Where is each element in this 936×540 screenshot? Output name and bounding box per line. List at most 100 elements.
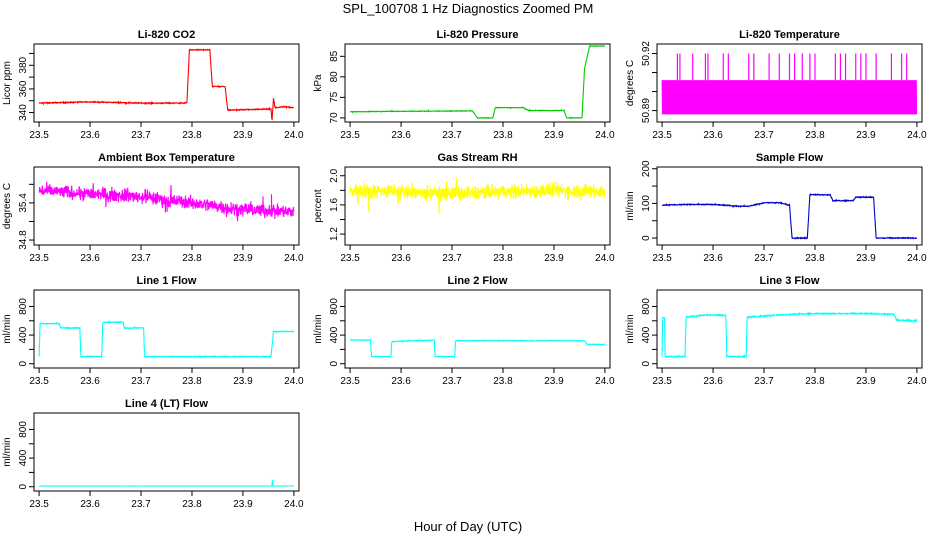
series-line bbox=[349, 177, 606, 214]
x-tick-label: 23.8 bbox=[182, 499, 202, 510]
x-tick-label: 23.6 bbox=[80, 253, 100, 264]
x-tick-label: 23.5 bbox=[340, 376, 360, 387]
y-axis-label: ml/min bbox=[625, 191, 636, 220]
panel-3: Ambient Box Temperature degrees C 23.5 23.6… bbox=[2, 152, 304, 264]
y-tick-label: 400 bbox=[329, 326, 340, 343]
x-tick-label: 23.8 bbox=[493, 253, 513, 264]
y-tick-label: 0 bbox=[641, 235, 652, 241]
x-tick-label: 23.6 bbox=[703, 253, 723, 264]
x-tick-label: 23.8 bbox=[493, 376, 513, 387]
x-tick-label: 24.0 bbox=[284, 130, 304, 141]
y-tick-label: 800 bbox=[18, 298, 29, 315]
y-tick-label: 1.2 bbox=[329, 227, 340, 241]
y-tick-label: 50.92 bbox=[641, 41, 652, 66]
x-tick-label: 23.9 bbox=[233, 130, 253, 141]
x-tick-label: 23.6 bbox=[391, 253, 411, 264]
y-axis-label: kPa bbox=[313, 74, 324, 92]
y-tick-label: 400 bbox=[18, 449, 29, 466]
x-tick-label: 23.7 bbox=[754, 130, 774, 141]
y-tick-label: 800 bbox=[641, 298, 652, 315]
panel-title: Sample Flow bbox=[756, 152, 824, 164]
plot-frame bbox=[344, 43, 611, 123]
x-tick-label: 24.0 bbox=[284, 499, 304, 510]
panel-title: Li-820 Pressure bbox=[437, 29, 519, 41]
panel-9: Line 4 (LT) Flow ml/min 23.5 23.6 23.7 23.8 23… bbox=[2, 398, 304, 510]
series-line bbox=[350, 44, 606, 120]
series-line bbox=[38, 181, 295, 222]
y-tick-label: 340 bbox=[18, 104, 29, 121]
x-tick-label: 23.6 bbox=[703, 130, 723, 141]
x-tick-label: 23.5 bbox=[29, 253, 49, 264]
series-line bbox=[38, 48, 294, 121]
x-tick-label: 23.6 bbox=[80, 499, 100, 510]
x-tick-label: 23.8 bbox=[182, 130, 202, 141]
x-tick-label: 23.6 bbox=[391, 376, 411, 387]
x-tick-label: 23.7 bbox=[131, 130, 151, 141]
y-tick-label: 200 bbox=[641, 160, 652, 177]
y-tick-label: 35.4 bbox=[18, 193, 29, 213]
y-tick-label: 70 bbox=[329, 112, 340, 124]
x-tick-label: 23.9 bbox=[544, 130, 564, 141]
x-tick-label: 24.0 bbox=[595, 253, 615, 264]
series-line bbox=[38, 479, 294, 488]
x-tick-label: 23.7 bbox=[131, 253, 151, 264]
x-tick-label: 23.5 bbox=[29, 376, 49, 387]
x-tick-label: 23.9 bbox=[544, 376, 564, 387]
x-tick-label: 23.8 bbox=[805, 253, 825, 264]
y-tick-label: 50.89 bbox=[641, 98, 652, 123]
y-tick-label: 800 bbox=[18, 421, 29, 438]
x-tick-label: 23.7 bbox=[131, 499, 151, 510]
y-axis-label: Licor ppm bbox=[2, 61, 13, 105]
series-line bbox=[661, 311, 918, 359]
x-tick-label: 23.9 bbox=[856, 376, 876, 387]
panel-0: Li-820 CO2 Licor ppm 23.5 23.6 23.7 23.8 23.9 2… bbox=[2, 29, 304, 141]
x-tick-label: 23.7 bbox=[131, 376, 151, 387]
panel-6: Line 1 Flow ml/min 23.5 23.6 23.7 23.8 23.9 24.… bbox=[2, 275, 304, 387]
plot-frame bbox=[33, 412, 300, 492]
panels: Li-820 CO2 Licor ppm 23.5 23.6 23.7 23.8 23.9 2… bbox=[2, 29, 927, 510]
x-tick-label: 23.9 bbox=[233, 499, 253, 510]
x-tick-label: 23.6 bbox=[80, 376, 100, 387]
x-axis-label: Hour of Day (UTC) bbox=[414, 519, 522, 534]
panel-title: Li-820 Temperature bbox=[739, 29, 840, 41]
series-line bbox=[661, 192, 918, 240]
x-tick-label: 24.0 bbox=[907, 376, 927, 387]
panel-8: Line 3 Flow ml/min 23.5 23.6 23.7 23.8 23.9 24.… bbox=[625, 275, 927, 387]
x-tick-label: 24.0 bbox=[907, 130, 927, 141]
panel-title: Line 1 Flow bbox=[137, 275, 197, 287]
y-axis-label: percent bbox=[313, 189, 324, 223]
y-tick-label: 0 bbox=[329, 360, 340, 366]
plot-frame bbox=[344, 289, 611, 369]
y-tick-label: 360 bbox=[18, 80, 29, 97]
panel-1: Li-820 Pressure kPa 23.5 23.6 23.7 23.8 23.9 24… bbox=[313, 29, 615, 141]
y-tick-label: 380 bbox=[18, 56, 29, 73]
x-tick-label: 24.0 bbox=[284, 253, 304, 264]
plot-frame bbox=[33, 166, 300, 246]
y-axis-label: ml/min bbox=[625, 314, 636, 343]
plot-frame bbox=[33, 289, 300, 369]
y-axis-label: degrees C bbox=[2, 183, 13, 229]
x-tick-label: 23.5 bbox=[29, 130, 49, 141]
x-tick-label: 23.9 bbox=[544, 253, 564, 264]
x-tick-label: 23.5 bbox=[652, 376, 672, 387]
x-tick-label: 23.8 bbox=[805, 376, 825, 387]
x-tick-label: 23.5 bbox=[652, 253, 672, 264]
plot-frame bbox=[344, 166, 611, 246]
x-tick-label: 23.6 bbox=[80, 130, 100, 141]
x-tick-label: 23.7 bbox=[754, 376, 774, 387]
x-tick-label: 23.9 bbox=[856, 130, 876, 141]
y-tick-label: 400 bbox=[641, 326, 652, 343]
panel-title: Line 2 Flow bbox=[448, 275, 508, 287]
x-tick-label: 23.7 bbox=[442, 376, 462, 387]
y-tick-label: 0 bbox=[18, 483, 29, 489]
panel-title: Li-820 CO2 bbox=[138, 29, 195, 41]
x-tick-label: 23.9 bbox=[856, 253, 876, 264]
panel-title: Line 4 (LT) Flow bbox=[125, 398, 208, 410]
series-line bbox=[38, 320, 295, 359]
y-axis-label: ml/min bbox=[2, 314, 13, 343]
y-tick-label: 800 bbox=[329, 298, 340, 315]
panel-7: Line 2 Flow ml/min 23.5 23.6 23.7 23.8 23.9 24.… bbox=[313, 275, 615, 387]
panel-title: Line 3 Flow bbox=[760, 275, 820, 287]
y-axis-label: ml/min bbox=[313, 314, 324, 343]
